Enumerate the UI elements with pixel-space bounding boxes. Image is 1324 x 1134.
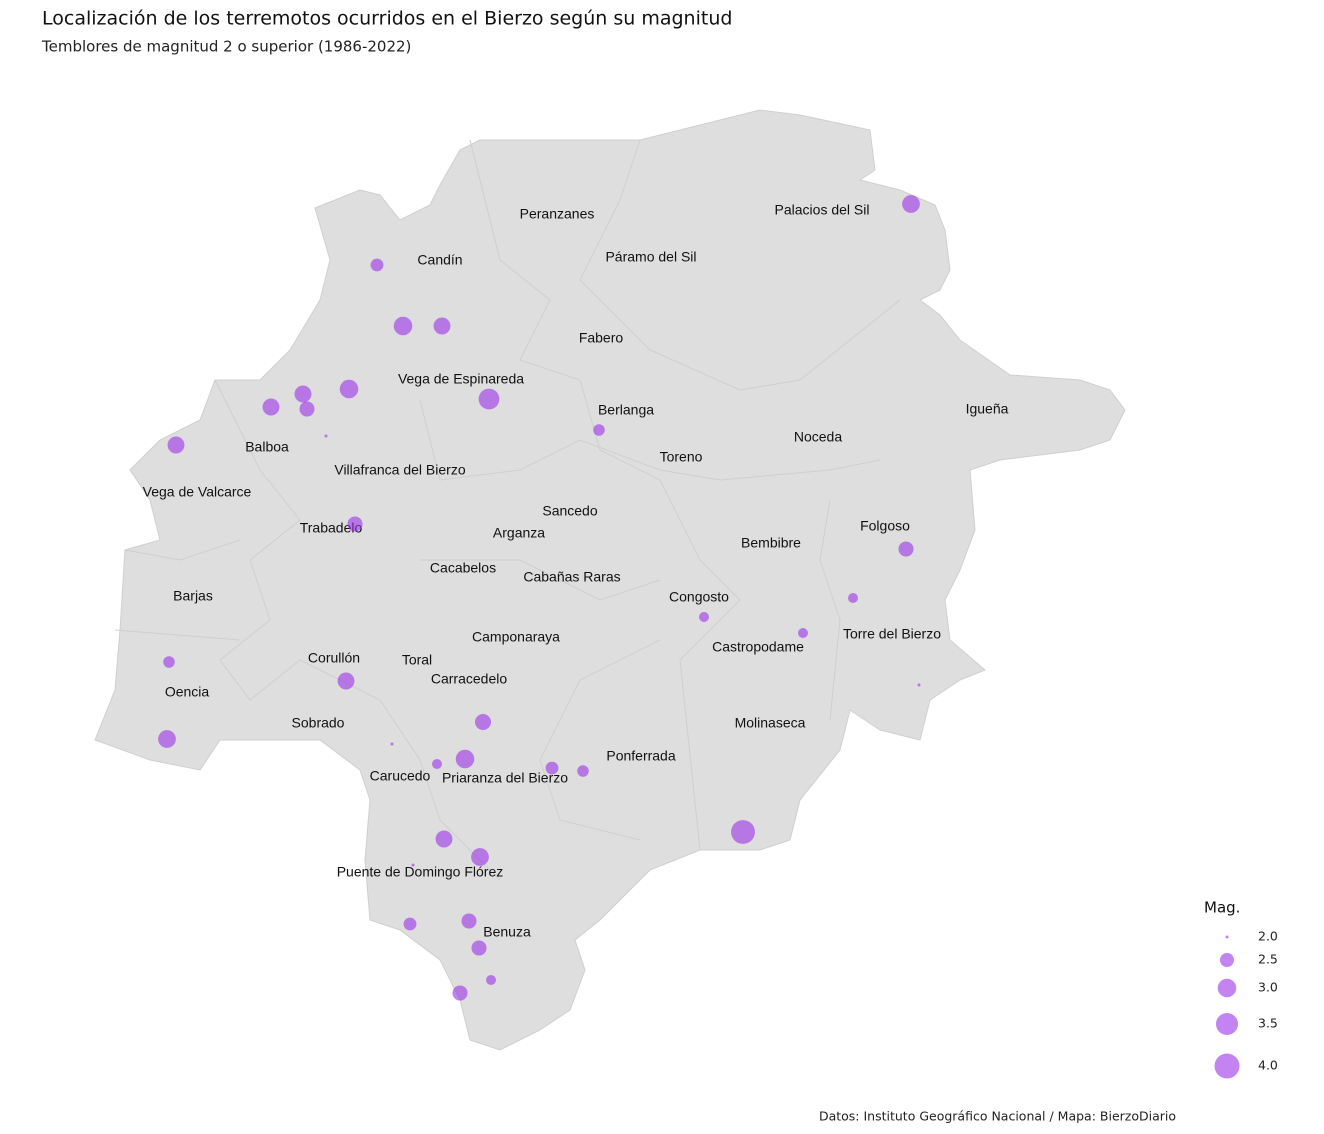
earthquake — [347, 516, 363, 532]
municipality-label: Ponferrada — [606, 748, 675, 764]
legend-symbol — [1217, 978, 1237, 998]
municipality-label: Toreno — [660, 449, 703, 465]
earthquake — [593, 424, 605, 436]
legend: Mag. 2.0 2.5 3.0 3.5 4.0 — [1204, 899, 1278, 1079]
municipality-label: Noceda — [794, 429, 842, 445]
municipality-label: Castropodame — [712, 639, 804, 655]
legend-symbol — [1214, 1053, 1240, 1079]
title: Localización de los terremotos ocurridos… — [42, 8, 732, 30]
municipality-label: Sobrado — [292, 715, 345, 731]
earthquake — [163, 656, 175, 668]
borders — [114, 139, 901, 881]
region-outline — [94, 109, 1126, 1051]
subtitle: Temblores de magnitud 2 o superior (1986… — [41, 38, 411, 56]
earthquake — [158, 730, 176, 748]
legend-symbol — [1220, 953, 1234, 967]
earthquake — [167, 436, 185, 454]
municipality-label: Puente de Domingo Flórez — [337, 864, 504, 880]
earthquake — [699, 612, 709, 622]
earthquake — [262, 398, 280, 416]
earthquake — [486, 975, 496, 985]
earthquake — [403, 917, 417, 931]
legend-label: 4.0 — [1258, 1058, 1278, 1073]
earthquake — [411, 863, 415, 867]
legend-symbol — [1225, 935, 1229, 939]
municipality-label: Vega de Valcarce — [143, 484, 252, 500]
earthquake — [461, 913, 477, 929]
municipality-label: Oencia — [165, 684, 210, 700]
earthquake — [433, 317, 451, 335]
municipality-label: Cabañas Raras — [523, 569, 620, 585]
earthquake — [545, 761, 559, 775]
municipality-label: Congosto — [669, 589, 729, 605]
earthquake — [370, 258, 384, 272]
municipality-label: Palacios del Sil — [775, 202, 870, 218]
earthquake — [848, 593, 858, 603]
source: Datos: Instituto Geográfico Nacional / M… — [819, 1109, 1176, 1124]
legend-title: Mag. — [1204, 899, 1240, 917]
municipality-label: Barjas — [173, 588, 213, 604]
earthquake — [393, 316, 413, 336]
municipality-label: Páramo del Sil — [605, 249, 696, 265]
municipality-label: Cacabelos — [430, 560, 496, 576]
legend-symbol — [1215, 1012, 1239, 1036]
earthquake — [577, 765, 589, 777]
earthquake — [435, 830, 453, 848]
earthquake — [902, 195, 920, 213]
earthquake — [898, 541, 914, 557]
earthquake — [917, 683, 921, 687]
municipality-label: Torre del Bierzo — [843, 626, 941, 642]
municipality-label: Toral — [402, 652, 432, 668]
legend-label: 3.5 — [1258, 1016, 1278, 1031]
legend-label: 2.0 — [1258, 929, 1278, 944]
municipality-label: Peranzanes — [520, 206, 595, 222]
legend-label: 3.0 — [1258, 980, 1278, 995]
municipality-label: Igueña — [966, 401, 1009, 417]
legend-label: 2.5 — [1258, 952, 1278, 967]
earthquake — [337, 672, 355, 690]
labels: Peranzanes Palacios del Sil Candín Páramo d… — [143, 202, 1009, 940]
earthquake — [299, 401, 315, 417]
earthquake — [478, 388, 500, 410]
earthquake — [339, 379, 359, 399]
municipality-label: Priaranza del Bierzo — [442, 770, 568, 786]
earthquake — [471, 940, 487, 956]
municipality-label: Corullón — [308, 650, 360, 666]
municipality-label: Balboa — [245, 439, 289, 455]
municipality-label: Vega de Espinareda — [398, 371, 524, 387]
municipality-label: Candín — [417, 252, 462, 268]
earthquake — [455, 749, 475, 769]
municipality-label: Sancedo — [542, 503, 597, 519]
municipality-label: Folgoso — [860, 518, 910, 534]
municipality-label: Bembibre — [741, 535, 801, 551]
earthquake — [390, 742, 394, 746]
municipality-label: Villafranca del Bierzo — [334, 462, 465, 478]
earthquakes — [158, 195, 921, 1001]
municipality-label: Trabadelo — [300, 520, 363, 536]
municipality-label: Carucedo — [370, 768, 431, 784]
earthquake — [798, 628, 808, 638]
earthquake — [452, 985, 468, 1001]
municipality-label: Fabero — [579, 330, 624, 346]
municipality-label: Arganza — [493, 525, 545, 541]
municipality-label: Carracedelo — [431, 671, 507, 687]
municipality-label: Berlanga — [598, 402, 654, 418]
earthquake — [324, 434, 328, 438]
earthquake — [294, 385, 312, 403]
earthquake — [432, 759, 442, 769]
municipality-label: Molinaseca — [735, 715, 806, 731]
municipality-label: Benuza — [483, 924, 531, 940]
earthquake — [474, 713, 492, 731]
earthquake — [471, 848, 489, 866]
municipality-label: Camponaraya — [472, 629, 560, 645]
earthquake — [731, 820, 755, 844]
